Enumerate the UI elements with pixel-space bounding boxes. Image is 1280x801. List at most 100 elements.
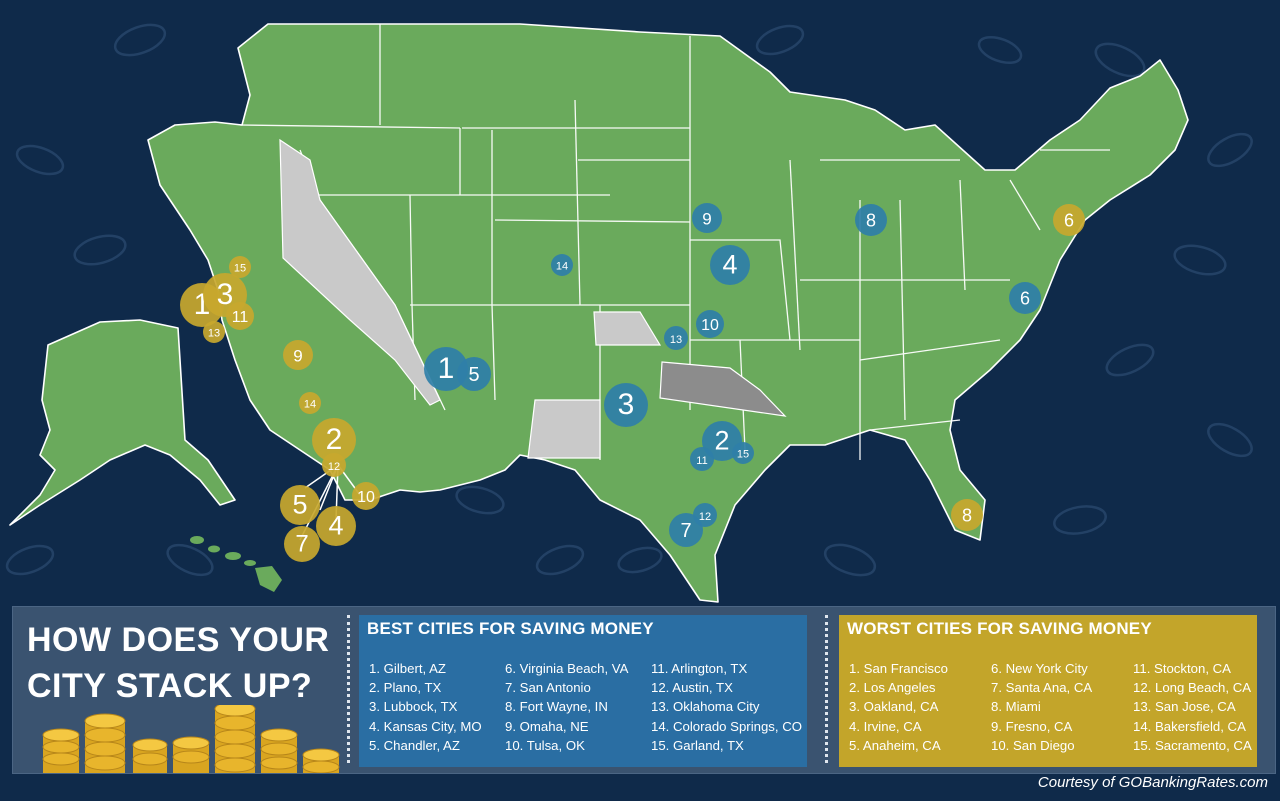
best-list-column-1: 1. Gilbert, AZ 2. Plano, TX 3. Lubbock, … bbox=[369, 659, 482, 755]
best-marker-label: 15 bbox=[737, 449, 749, 461]
worst-marker-circle bbox=[299, 392, 321, 414]
coin-stack bbox=[260, 728, 298, 773]
worst-marker-8: 8 bbox=[951, 499, 983, 531]
best-marker-3: 3 bbox=[604, 383, 648, 427]
worst-list-item: 14. Bakersfield, CA bbox=[1133, 718, 1246, 734]
best-list-item: 2. Plano, TX bbox=[369, 680, 442, 696]
red-river-region-excluded bbox=[659, 361, 787, 417]
worst-marker-12: 12 bbox=[322, 453, 346, 477]
best-marker-10: 10 bbox=[696, 310, 724, 338]
worst-list-item: 9. Fresno, CA bbox=[991, 718, 1073, 734]
worst-marker-4: 4 bbox=[316, 506, 356, 546]
worst-marker-circle bbox=[316, 506, 356, 546]
best-marker-5: 5 bbox=[457, 357, 491, 391]
coin-stack bbox=[302, 748, 340, 773]
best-marker-label: 4 bbox=[722, 249, 737, 279]
legend-panel: HOW DOES YOUR CITY STACK UP? bbox=[12, 606, 1276, 774]
worst-marker-label: 8 bbox=[962, 506, 972, 526]
coin-stack bbox=[172, 736, 210, 773]
coin-stack bbox=[214, 705, 256, 773]
source-credit: Courtesy of GOBankingRates.com bbox=[1037, 774, 1268, 791]
best-marker-14: 14 bbox=[551, 254, 573, 276]
best-marker-label: 11 bbox=[696, 455, 707, 467]
worst-marker-circle bbox=[203, 321, 225, 343]
worst-marker-label: 14 bbox=[304, 399, 316, 411]
best-marker-circle bbox=[669, 513, 703, 547]
best-marker-11: 11 bbox=[690, 447, 714, 471]
worst-list-item: 7. Santa Ana, CA bbox=[991, 680, 1093, 696]
worst-marker-label: 9 bbox=[293, 346, 302, 365]
worst-marker-circle bbox=[280, 485, 320, 525]
worst-list-item: 12. Long Beach, CA bbox=[1133, 680, 1252, 696]
gold-coin-stacks-illustration bbox=[42, 705, 340, 773]
worst-marker-circle bbox=[322, 453, 346, 477]
worst-marker-10: 10 bbox=[352, 482, 380, 510]
best-marker-9: 9 bbox=[692, 203, 722, 233]
worst-list-item: 1. San Francisco bbox=[849, 661, 948, 676]
best-cities-box: BEST CITIES FOR SAVING MONEY 1. Gilbert,… bbox=[359, 615, 807, 767]
worst-marker-label: 11 bbox=[232, 309, 249, 326]
best-marker-circle bbox=[732, 442, 754, 464]
worst-marker-13: 13 bbox=[203, 321, 225, 343]
worst-list-item: 4. Irvine, CA bbox=[849, 718, 922, 734]
best-marker-label: 9 bbox=[702, 209, 711, 228]
worst-list-item: 15. Sacramento, CA bbox=[1133, 737, 1252, 753]
worst-list-item: 13. San Jose, CA bbox=[1133, 699, 1236, 715]
worst-marker-14: 14 bbox=[299, 392, 321, 414]
best-marker-label: 6 bbox=[1020, 289, 1030, 309]
best-list-item: 7. San Antonio bbox=[505, 680, 591, 696]
new-mexico-excluded bbox=[527, 399, 601, 459]
best-marker-label: 5 bbox=[468, 364, 479, 386]
dotted-divider bbox=[347, 615, 350, 763]
best-marker-circle bbox=[690, 447, 714, 471]
best-list-item: 3. Lubbock, TX bbox=[369, 699, 458, 715]
worst-marker-9: 9 bbox=[283, 340, 313, 370]
best-marker-6: 6 bbox=[1009, 282, 1041, 314]
alaska-shape bbox=[9, 319, 236, 526]
best-list-item: 12. Austin, TX bbox=[651, 680, 733, 696]
best-marker-2: 2 bbox=[702, 421, 742, 461]
best-marker-circle bbox=[710, 245, 750, 285]
best-marker-circle bbox=[696, 310, 724, 338]
best-list-item: 4. Kansas City, MO bbox=[369, 718, 482, 734]
best-marker-circle bbox=[855, 204, 887, 236]
best-list-item: 8. Fort Wayne, IN bbox=[505, 699, 608, 715]
worst-marker-circle bbox=[1053, 204, 1085, 236]
best-marker-label: 1 bbox=[438, 352, 455, 385]
best-marker-circle bbox=[424, 347, 468, 391]
excluded-regions bbox=[279, 138, 662, 459]
best-marker-12: 12 bbox=[693, 503, 717, 527]
best-marker-label: 7 bbox=[680, 520, 691, 542]
best-marker-circle bbox=[1009, 282, 1041, 314]
worst-marker-label: 15 bbox=[234, 263, 246, 275]
best-marker-7: 7 bbox=[669, 513, 703, 547]
best-marker-4: 4 bbox=[710, 245, 750, 285]
worst-marker-label: 6 bbox=[1064, 211, 1074, 231]
best-marker-13: 13 bbox=[664, 326, 688, 350]
worst-list-item: 10. San Diego bbox=[991, 737, 1075, 753]
best-list-item: 10. Tulsa, OK bbox=[505, 737, 585, 753]
worst-marker-label: 7 bbox=[295, 531, 308, 558]
land-layer bbox=[9, 23, 1189, 603]
best-list-item: 6. Virginia Beach, VA bbox=[505, 661, 629, 676]
best-list-column-3: 11. Arlington, TX 12. Austin, TX 13. Okl… bbox=[651, 659, 802, 755]
worst-marker-circle bbox=[284, 526, 320, 562]
best-marker-label: 12 bbox=[699, 511, 711, 523]
worst-list-item: 2. Los Angeles bbox=[849, 680, 936, 696]
worst-marker-label: 5 bbox=[292, 489, 307, 519]
best-marker-circle bbox=[457, 357, 491, 391]
hawaii-islands bbox=[190, 536, 282, 592]
best-list-item: 1. Gilbert, AZ bbox=[369, 661, 446, 676]
worst-marker-label: 13 bbox=[208, 328, 220, 340]
best-list-item: 14. Colorado Springs, CO bbox=[651, 718, 802, 734]
worst-list-item: 8. Miami bbox=[991, 699, 1041, 715]
best-list-item: 13. Oklahoma City bbox=[651, 699, 760, 715]
best-list-item: 11. Arlington, TX bbox=[651, 661, 748, 676]
worst-marker-label: 3 bbox=[217, 278, 234, 311]
best-marker-label: 14 bbox=[556, 261, 568, 273]
worst-cities-box: WORST CITIES FOR SAVING MONEY 1. San Fra… bbox=[839, 615, 1257, 767]
best-marker-circle bbox=[702, 421, 742, 461]
best-marker-15: 15 bbox=[732, 442, 754, 464]
best-list-item: 15. Garland, TX bbox=[651, 737, 744, 753]
